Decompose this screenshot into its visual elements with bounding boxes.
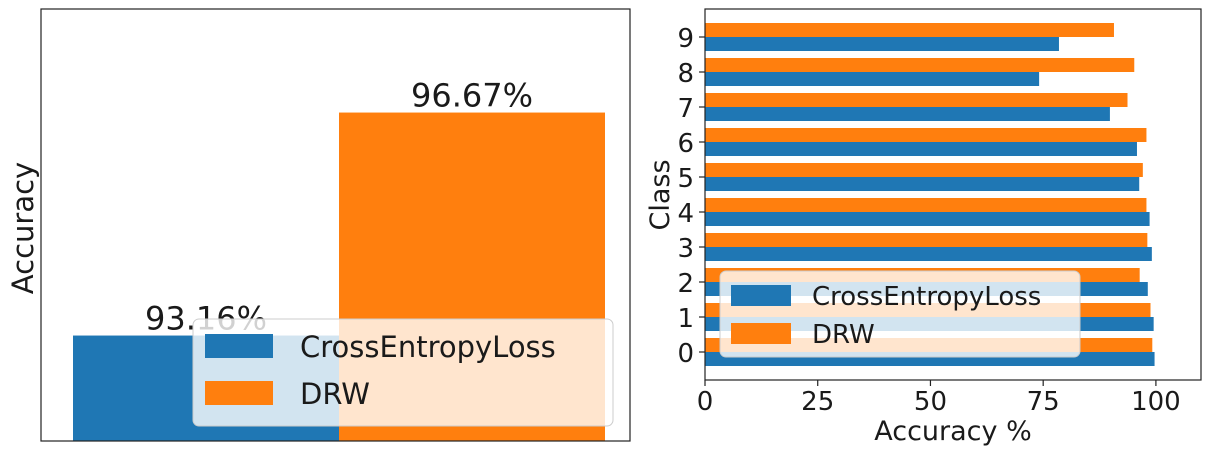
right-legend: CrossEntropyLoss DRW: [719, 270, 1081, 358]
right-y-tick-label: 6: [677, 129, 694, 159]
right-x-axis-label: Accuracy %: [874, 416, 1032, 447]
right-y-tick-label: 1: [677, 304, 694, 334]
class-7-drw-bar: [705, 93, 1128, 107]
right-y-tick-label: 2: [677, 269, 694, 299]
right-x-tick-label: 0: [697, 387, 714, 417]
left-legend-swatch-cross-entropy: [205, 334, 273, 358]
class-5-drw-bar: [705, 163, 1143, 177]
right-x-tick-label: 75: [1027, 387, 1060, 417]
right-y-tick-label: 3: [677, 234, 694, 264]
right-legend-swatch-drw: [731, 323, 791, 344]
left-legend-box: [192, 318, 614, 427]
right-y-tick-label: 8: [677, 59, 694, 89]
right-x-tick-label: 25: [801, 387, 834, 417]
class-8-drw-bar: [705, 58, 1135, 72]
left-legend-swatch-drw: [205, 381, 273, 405]
left-bar-value-label: 96.67%: [411, 77, 533, 115]
right-y-tick-label: 7: [677, 94, 694, 124]
left-legend-label-drw: DRW: [300, 377, 370, 411]
right-legend-swatch-cross-entropy: [731, 285, 791, 306]
right-legend-label-cross-entropy: CrossEntropyLoss: [812, 282, 1041, 312]
class-5-cross-entropy-bar: [705, 177, 1140, 191]
right-legend-label-drw: DRW: [812, 320, 875, 350]
left-legend: CrossEntropyLoss DRW: [192, 318, 614, 427]
left-legend-label-cross-entropy: CrossEntropyLoss: [300, 330, 556, 364]
per-class-accuracy-chart: 0 1 2 3 4 5 6 7 8 9 0 25 50 75 100 Accuracy % Class C…: [645, 8, 1202, 447]
right-legend-box: [719, 270, 1081, 358]
right-y-tick-label: 4: [677, 199, 694, 229]
right-y-tick-label: 5: [677, 164, 694, 194]
class-6-cross-entropy-bar: [705, 142, 1137, 156]
right-y-tick-label: 9: [677, 24, 694, 54]
class-9-drw-bar: [705, 23, 1114, 37]
class-6-drw-bar: [705, 128, 1147, 142]
right-y-tick-label: 0: [677, 339, 694, 369]
accuracy-bar-chart: 93.16%96.67% Accuracy CrossEntropyLoss D…: [6, 8, 631, 442]
class-3-drw-bar: [705, 233, 1148, 247]
right-plot-frame: [704, 8, 1202, 381]
class-7-cross-entropy-bar: [705, 107, 1110, 121]
class-4-drw-bar: [705, 198, 1147, 212]
class-8-cross-entropy-bar: [705, 72, 1040, 86]
right-x-tick-label: 100: [1131, 387, 1181, 417]
class-9-cross-entropy-bar: [705, 37, 1059, 51]
left-plot-frame: [40, 8, 631, 442]
right-y-axis-label: Class: [645, 159, 676, 230]
class-3-cross-entropy-bar: [705, 247, 1152, 261]
left-y-axis-label: Accuracy: [6, 162, 40, 294]
class-4-cross-entropy-bar: [705, 212, 1150, 226]
right-x-tick-label: 50: [914, 387, 947, 417]
